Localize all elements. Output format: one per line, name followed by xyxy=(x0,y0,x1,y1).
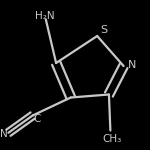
Text: S: S xyxy=(101,25,108,35)
Text: N: N xyxy=(0,129,8,139)
Text: N: N xyxy=(128,60,136,70)
Text: C: C xyxy=(33,114,41,123)
Text: CH₃: CH₃ xyxy=(102,134,122,144)
Text: H₂N: H₂N xyxy=(35,11,55,21)
